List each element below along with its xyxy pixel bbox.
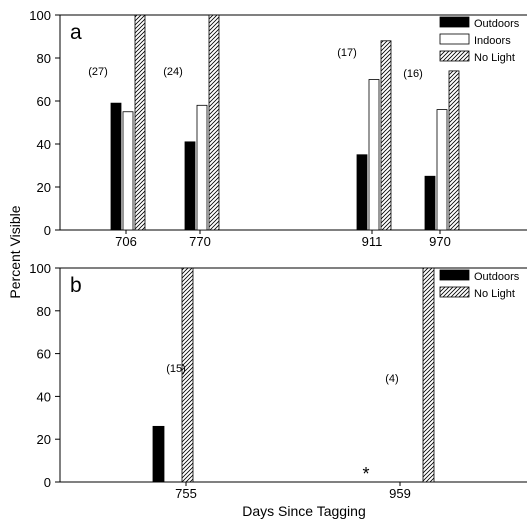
y-tick-label: 100	[29, 8, 51, 23]
y-tick-label: 20	[37, 180, 51, 195]
y-tick-label: 0	[44, 475, 51, 490]
bar-indoors	[368, 79, 380, 231]
bar-outdoors	[184, 141, 196, 231]
sample-size-label: (4)	[385, 373, 398, 385]
bar-outdoors	[152, 425, 165, 483]
sample-size-label: (27)	[88, 66, 108, 78]
bar-indoors	[436, 109, 448, 231]
bar-outdoors	[424, 175, 436, 231]
sample-size-label: (24)	[163, 66, 183, 78]
bar-outdoors	[356, 154, 368, 231]
panel-label: a	[70, 21, 82, 44]
x-tick-label: 755	[175, 486, 197, 501]
sample-size-label: (15)	[166, 363, 186, 375]
bar-no-light	[181, 267, 194, 483]
bar-indoors	[196, 104, 208, 231]
legend-swatch	[439, 269, 470, 281]
bar-no-light	[448, 70, 460, 231]
sample-size-label: (17)	[337, 47, 357, 59]
y-tick-label: 40	[37, 389, 51, 404]
bar-no-light	[134, 14, 146, 231]
legend-swatch	[439, 286, 470, 298]
bar-no-light	[380, 40, 392, 231]
y-tick-label: 60	[37, 347, 51, 362]
y-tick-label: 20	[37, 432, 51, 447]
y-tick-label: 100	[29, 261, 51, 276]
y-tick-label: 80	[37, 304, 51, 319]
bar-no-light	[208, 14, 220, 231]
x-tick-label: 970	[429, 234, 451, 249]
legend-label: Outdoors	[474, 18, 520, 30]
y-tick-label: 40	[37, 137, 51, 152]
legend-label: Outdoors	[474, 271, 520, 283]
bar-indoors	[122, 111, 134, 231]
legend-label: No Light	[474, 288, 515, 300]
legend-swatch	[439, 50, 470, 62]
y-tick-label: 60	[37, 94, 51, 109]
x-tick-label: 959	[389, 486, 411, 501]
x-tick-label: 770	[189, 234, 211, 249]
legend-swatch	[439, 33, 470, 45]
legend-swatch	[439, 16, 470, 28]
panel-label: b	[70, 274, 82, 297]
sample-size-label: (16)	[403, 68, 423, 80]
x-tick-label: 911	[362, 234, 383, 249]
x-tick-label: 706	[115, 234, 137, 249]
bar-no-light	[422, 267, 435, 483]
legend-label: Indoors	[474, 35, 511, 47]
bar-outdoors	[110, 102, 122, 231]
y-axis-label: Percent Visible	[7, 205, 23, 298]
y-tick-label: 0	[44, 223, 51, 238]
y-tick-label: 80	[37, 51, 51, 66]
annotation-asterisk: *	[362, 464, 369, 484]
legend-label: No Light	[474, 52, 515, 64]
x-axis-label: Days Since Tagging	[242, 503, 365, 519]
